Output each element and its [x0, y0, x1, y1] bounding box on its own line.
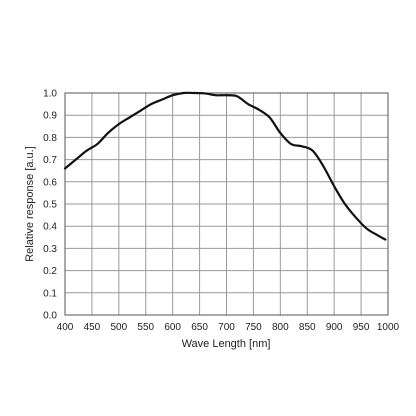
- x-tick-label: 500: [110, 322, 127, 333]
- response-curve: [63, 91, 387, 241]
- x-tick-label: 600: [164, 322, 181, 333]
- y-tick-labels: 0.0 0.1 0.2 0.3 0.4 0.5 0.6 0.7 0.8 0.9 1.0: [43, 89, 57, 322]
- x-tick-label: 1000: [377, 322, 400, 333]
- y-tick-label: 0.5: [43, 200, 57, 211]
- y-tick-label: 0.2: [43, 266, 57, 277]
- x-tick-label: 400: [57, 322, 74, 333]
- x-tick-label: 800: [272, 322, 289, 333]
- x-tick-label: 700: [218, 322, 235, 333]
- x-axis-label: Wave Length [nm]: [182, 338, 271, 350]
- y-tick-label: 0.9: [43, 111, 57, 122]
- y-tick-label: 0.8: [43, 133, 57, 144]
- x-tick-labels: 400 450 500 550 600 650 700 750 800 850 900 950 1000: [57, 322, 400, 333]
- x-tick-label: 900: [326, 322, 343, 333]
- y-tick-label: 1.0: [43, 89, 57, 100]
- plot-frame: [64, 92, 389, 316]
- y-axis-label: Relative response [a.u.]: [24, 146, 36, 262]
- y-tick-label: 0.6: [43, 177, 57, 188]
- y-tick-label: 0.0: [43, 311, 57, 322]
- x-tick-label: 650: [191, 322, 208, 333]
- x-tick-label: 750: [245, 322, 262, 333]
- y-tick-label: 0.7: [43, 155, 57, 166]
- x-tick-label: 950: [353, 322, 370, 333]
- y-tick-label: 0.4: [43, 222, 57, 233]
- y-tick-label: 0.1: [43, 288, 57, 299]
- grid: [64, 92, 389, 316]
- x-tick-label: 850: [299, 322, 316, 333]
- x-tick-label: 450: [84, 322, 101, 333]
- x-tick-label: 550: [137, 322, 154, 333]
- y-tick-label: 0.3: [43, 244, 57, 255]
